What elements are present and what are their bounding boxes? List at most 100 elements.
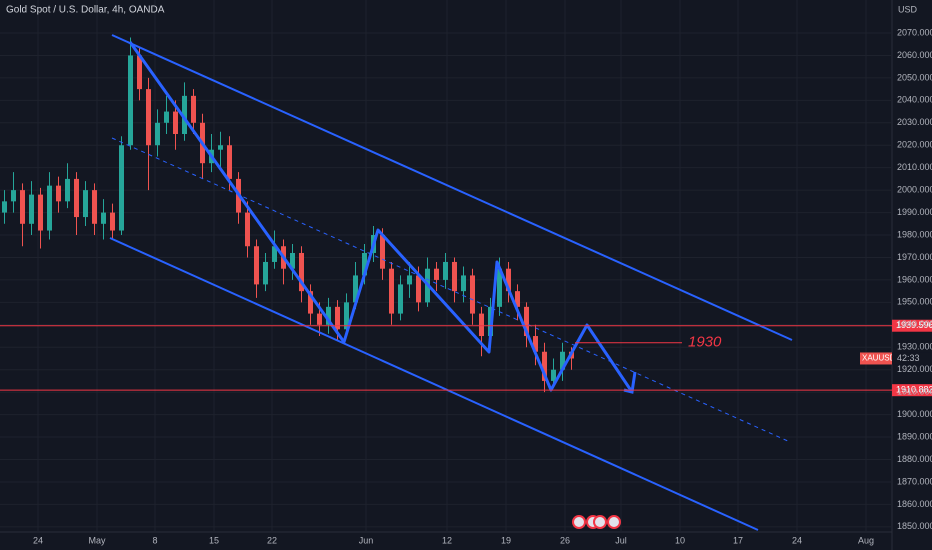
candle-body	[353, 275, 358, 303]
level-label: 1939.596	[896, 320, 932, 330]
candle-body	[227, 145, 232, 179]
candle-body	[191, 95, 196, 123]
y-tick-label: 1990.000	[897, 207, 932, 217]
level-tag	[892, 319, 932, 332]
y-tick-label: 2000.000	[897, 185, 932, 195]
candle-body	[362, 252, 367, 276]
currency: USD	[898, 4, 918, 14]
candle-body	[317, 313, 322, 325]
countdown-box	[892, 352, 932, 365]
x-tick-label: May	[88, 535, 106, 545]
zigzag	[128, 41, 634, 393]
y-tick-label: 2050.000	[897, 72, 932, 82]
x-tick-label: 10	[675, 535, 685, 545]
x-tick-label: 15	[209, 535, 219, 545]
candle-body	[551, 369, 556, 381]
price-tag	[860, 352, 892, 365]
candle-body	[263, 261, 268, 285]
x-tick-label: 24	[792, 535, 802, 545]
candle-body	[290, 252, 295, 269]
candle-body	[560, 351, 565, 370]
candle-body	[38, 194, 43, 231]
candle-body	[245, 212, 250, 247]
x-tick-label: 12	[442, 535, 452, 545]
candle-body	[533, 336, 538, 352]
event-icon[interactable]	[607, 515, 621, 529]
y-tick-label: 1980.000	[897, 229, 932, 239]
y-tick-label: 1940.000	[897, 319, 932, 329]
candle-body	[380, 235, 385, 269]
y-tick-label: 1930.000	[897, 342, 932, 352]
x-tick-label: 26	[560, 535, 570, 545]
x-tick-label: Aug	[858, 535, 874, 545]
candle-body	[164, 111, 169, 123]
chart-title: Gold Spot / U.S. Dollar, 4h, OANDA	[6, 5, 165, 16]
event-icons	[572, 515, 621, 529]
candle-body	[434, 268, 439, 280]
y-tick-label: 1880.000	[897, 454, 932, 464]
candle-body	[146, 89, 151, 146]
x-tick-label: 19	[501, 535, 511, 545]
y-tick-label: 1850.000	[897, 521, 932, 531]
event-icon[interactable]	[572, 515, 586, 529]
y-tick-label: 2020.000	[897, 140, 932, 150]
y-tick-label: 1960.000	[897, 274, 932, 284]
y-tick-label: 1910.000	[897, 387, 932, 397]
candle-body	[443, 261, 448, 280]
axis: 1850.000 1860.000 1870.000 1880.000 1890.000…	[33, 27, 932, 545]
candle-body	[335, 306, 340, 330]
x-tick-label: 22	[267, 535, 277, 545]
y-tick-label: 1860.000	[897, 499, 932, 509]
candle-body	[56, 185, 61, 202]
candle-body	[398, 284, 403, 314]
symbol-label: XAUUSD	[862, 354, 896, 363]
candle-body	[83, 190, 88, 218]
channel-upper	[111, 34, 793, 341]
candle-body	[29, 194, 34, 224]
candle-body	[182, 95, 187, 135]
candle-body	[11, 190, 16, 202]
candle-body	[479, 313, 484, 337]
candle-body	[101, 212, 106, 224]
y-tick-label: 2040.000	[897, 95, 932, 105]
candle-body	[119, 145, 124, 231]
annotation-text: 1930	[688, 334, 722, 351]
candle-body	[497, 268, 502, 307]
candle-body	[128, 55, 133, 146]
candle-body	[218, 145, 223, 150]
candle-body	[308, 291, 313, 314]
level-label: 1910.882	[896, 385, 932, 395]
channel-lower	[109, 237, 759, 531]
x-tick-label: Jul	[615, 535, 627, 545]
candle-body	[65, 178, 70, 202]
candle-body	[110, 212, 115, 231]
x-tick-label: 8	[152, 535, 157, 545]
candle-body	[506, 268, 511, 292]
grid	[0, 0, 892, 532]
candle-body	[2, 201, 7, 213]
channel-mid	[111, 137, 791, 443]
level-tag	[892, 384, 932, 397]
candle-body	[74, 178, 79, 218]
x-tick-label: 17	[733, 535, 743, 545]
y-tick-label: 2030.000	[897, 117, 932, 127]
y-tick-label: 1870.000	[897, 476, 932, 486]
candle-body	[542, 351, 547, 381]
candle-body	[155, 122, 160, 146]
candle-body	[407, 275, 412, 285]
candle-body	[416, 275, 421, 303]
y-tick-label: 2070.000	[897, 27, 932, 37]
x-tick-label: 24	[33, 535, 43, 545]
candle-body	[389, 268, 394, 314]
candle-body	[173, 111, 178, 135]
y-tick-label: 1950.000	[897, 297, 932, 307]
y-tick-label: 2060.000	[897, 50, 932, 60]
event-icon[interactable]	[593, 515, 607, 529]
candle-body	[20, 190, 25, 224]
x-tick-label: Jun	[359, 535, 374, 545]
candle-body	[92, 190, 97, 224]
y-tick-label: 1890.000	[897, 431, 932, 441]
candle-body	[470, 275, 475, 314]
candle-body	[272, 246, 277, 262]
